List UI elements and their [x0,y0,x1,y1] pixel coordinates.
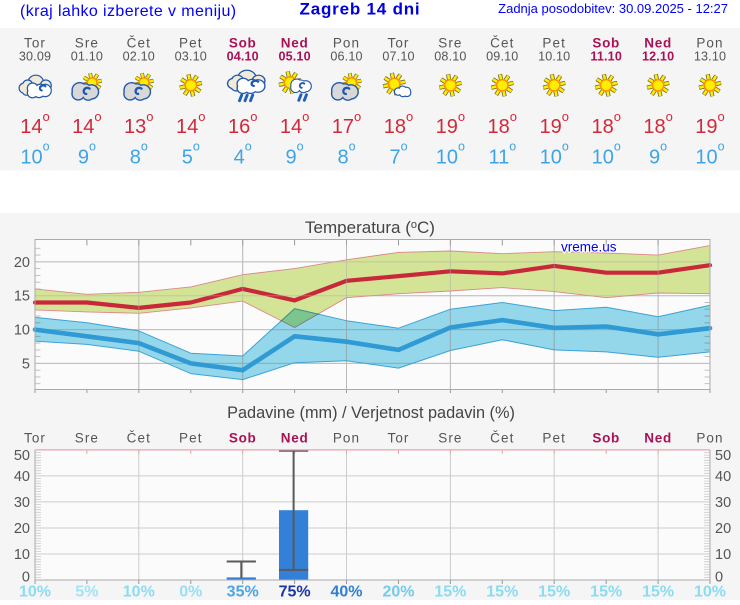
svg-text:35%: 35% [227,584,259,601]
svg-text:75%: 75% [279,584,311,601]
svg-text:Tor: Tor [24,36,46,51]
svg-text:01.10: 01.10 [71,49,103,63]
svg-text:10%: 10% [694,584,726,601]
svg-text:Pet: Pet [542,36,566,51]
svg-text:Ned: Ned [281,431,309,446]
svg-text:Pet: Pet [179,36,203,51]
svg-text:11.10: 11.10 [590,49,622,63]
svg-text:15%: 15% [434,584,466,601]
svg-text:Čet: Čet [127,36,151,51]
svg-text:13.10: 13.10 [694,49,726,63]
svg-text:Čet: Čet [490,431,514,446]
svg-text:Padavine (mm) / Verjetnost pad: Padavine (mm) / Verjetnost padavin (%) [227,404,515,422]
svg-text:Sob: Sob [229,36,257,51]
svg-text:20: 20 [14,521,30,537]
svg-text:Pon: Pon [333,36,360,51]
svg-text:Pon: Pon [696,431,723,446]
svg-text:(kraj lahko izberete v meniju): (kraj lahko izberete v meniju) [20,3,237,20]
svg-text:0%: 0% [179,584,202,601]
svg-text:50: 50 [715,448,731,464]
svg-text:Tor: Tor [387,36,409,51]
svg-text:Sre: Sre [438,36,462,51]
svg-text:15: 15 [14,289,30,305]
svg-text:09.10: 09.10 [486,49,518,63]
svg-text:10: 10 [14,547,30,563]
svg-text:20: 20 [14,255,30,271]
svg-text:Tor: Tor [24,431,46,446]
svg-text:40%: 40% [330,584,362,601]
svg-text:Sre: Sre [75,36,99,51]
svg-text:Pet: Pet [542,431,566,446]
svg-text:Pet: Pet [179,431,203,446]
svg-text:Temperatura (oC): Temperatura (oC) [305,218,435,237]
svg-text:40: 40 [715,469,731,485]
svg-text:vreme.us: vreme.us [561,240,617,255]
svg-text:Ned: Ned [644,431,672,446]
svg-text:Sob: Sob [229,431,257,446]
svg-text:40: 40 [14,469,30,485]
svg-text:15%: 15% [590,584,622,601]
svg-text:04.10: 04.10 [227,49,259,63]
svg-text:15%: 15% [486,584,518,601]
svg-text:15%: 15% [642,584,674,601]
svg-text:02.10: 02.10 [123,49,155,63]
svg-text:50: 50 [14,448,30,464]
svg-text:30: 30 [14,495,30,511]
svg-text:Sre: Sre [75,431,99,446]
svg-text:20: 20 [715,521,731,537]
svg-text:Ned: Ned [281,36,309,51]
svg-text:5: 5 [22,356,30,372]
svg-text:10: 10 [14,323,30,339]
svg-text:20%: 20% [382,584,414,601]
svg-text:Tor: Tor [387,431,409,446]
svg-text:10: 10 [715,547,731,563]
svg-text:12.10: 12.10 [642,49,674,63]
svg-text:10.10: 10.10 [538,49,570,63]
svg-text:10%: 10% [123,584,155,601]
svg-text:0: 0 [22,570,30,586]
svg-text:05.10: 05.10 [278,49,310,63]
svg-text:Sob: Sob [592,431,620,446]
svg-text:30.09: 30.09 [19,49,51,63]
svg-text:Zadnja posodobitev: 30.09.2025: Zadnja posodobitev: 30.09.2025 - 12:27 [498,1,728,16]
svg-text:Sre: Sre [438,431,462,446]
svg-text:Pon: Pon [696,36,723,51]
svg-text:0: 0 [715,570,723,586]
svg-text:03.10: 03.10 [175,49,207,63]
svg-text:08.10: 08.10 [434,49,466,63]
svg-text:Zagreb 14 dni: Zagreb 14 dni [300,0,421,19]
svg-text:Čet: Čet [127,431,151,446]
svg-text:10%: 10% [19,584,51,601]
svg-text:Čet: Čet [490,36,514,51]
svg-text:07.10: 07.10 [382,49,414,63]
svg-text:15%: 15% [538,584,570,601]
svg-text:Sob: Sob [592,36,620,51]
svg-text:5%: 5% [75,584,98,601]
svg-text:Ned: Ned [644,36,672,51]
svg-text:06.10: 06.10 [330,49,362,63]
svg-text:30: 30 [715,495,731,511]
svg-text:Pon: Pon [333,431,360,446]
